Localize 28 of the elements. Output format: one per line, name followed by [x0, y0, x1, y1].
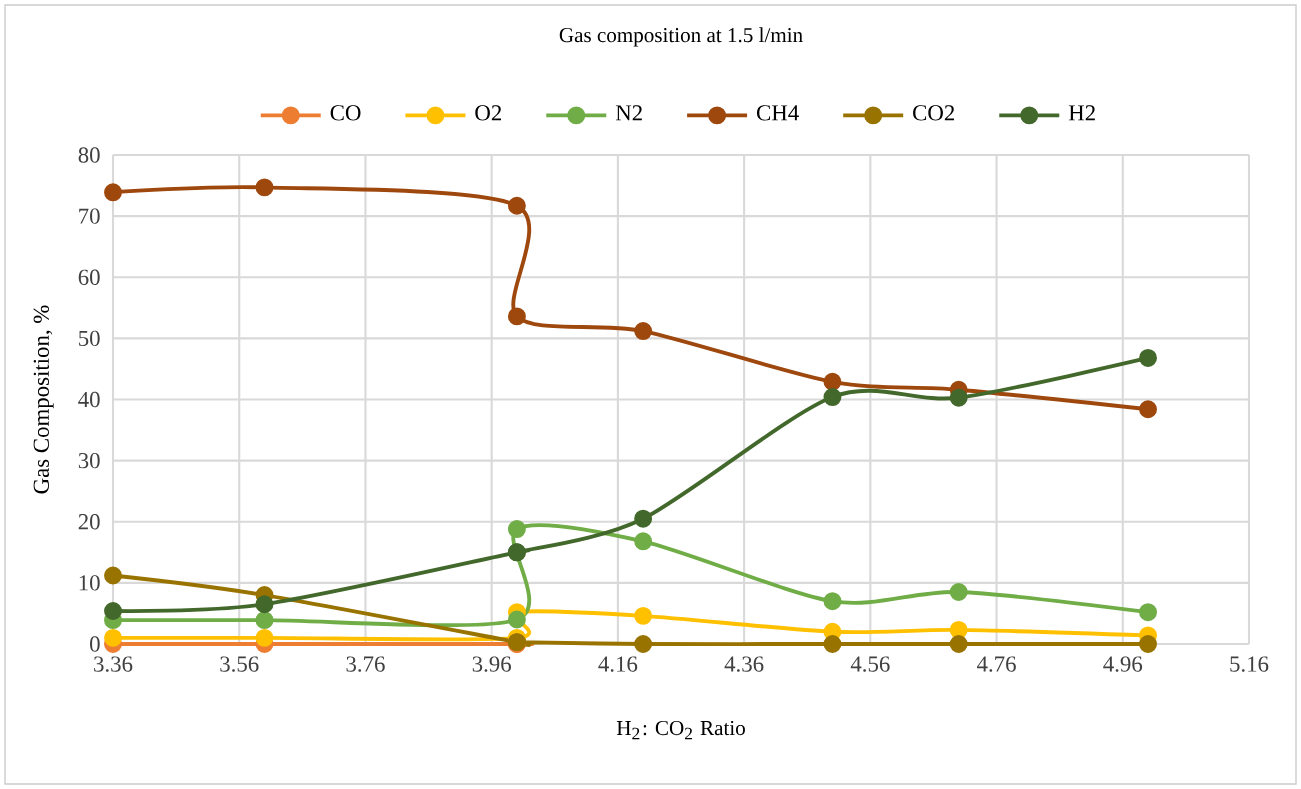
- legend-label: H2: [1068, 105, 1095, 121]
- y-tick-label: 40: [78, 391, 100, 408]
- y-axis-title: Gas Composition, %: [33, 305, 54, 494]
- x-tick-label: 4.16: [598, 656, 638, 672]
- legend-label: CH4: [757, 105, 799, 121]
- x-tick-label: 4.96: [1103, 656, 1143, 672]
- legend-label: CO2: [913, 105, 955, 121]
- y-tick-label: 50: [79, 330, 100, 347]
- y-tick-label: 0: [90, 636, 100, 652]
- x-tick-label: 3.76: [346, 656, 385, 672]
- legend-label: O2: [475, 105, 502, 121]
- y-tick-label: 80: [78, 147, 100, 163]
- x-tick-label: 3.96: [472, 656, 511, 672]
- y-tick-label: 70: [79, 208, 100, 224]
- x-tick-label: 4.76: [977, 656, 1016, 672]
- y-tick-label: 30: [78, 452, 100, 469]
- y-tick-label: 10: [79, 575, 100, 591]
- x-tick-label: 4.56: [850, 656, 890, 672]
- legend-label: CO: [330, 105, 361, 121]
- chart-title: Gas composition at 1.5 l/min: [559, 27, 803, 47]
- y-tick-label: 60: [78, 269, 100, 285]
- y-tick-label: 20: [78, 514, 100, 530]
- x-tick-label: 5.16: [1230, 656, 1269, 672]
- x-tick-label: 4.36: [724, 656, 764, 672]
- x-tick-label: 3.36: [94, 656, 133, 672]
- x-tick-label: 3.56: [220, 656, 259, 672]
- x-axis-title: H$_{2}$: CO$_{2}$ Ratio: [616, 720, 745, 740]
- legend-label: N2: [615, 105, 642, 121]
